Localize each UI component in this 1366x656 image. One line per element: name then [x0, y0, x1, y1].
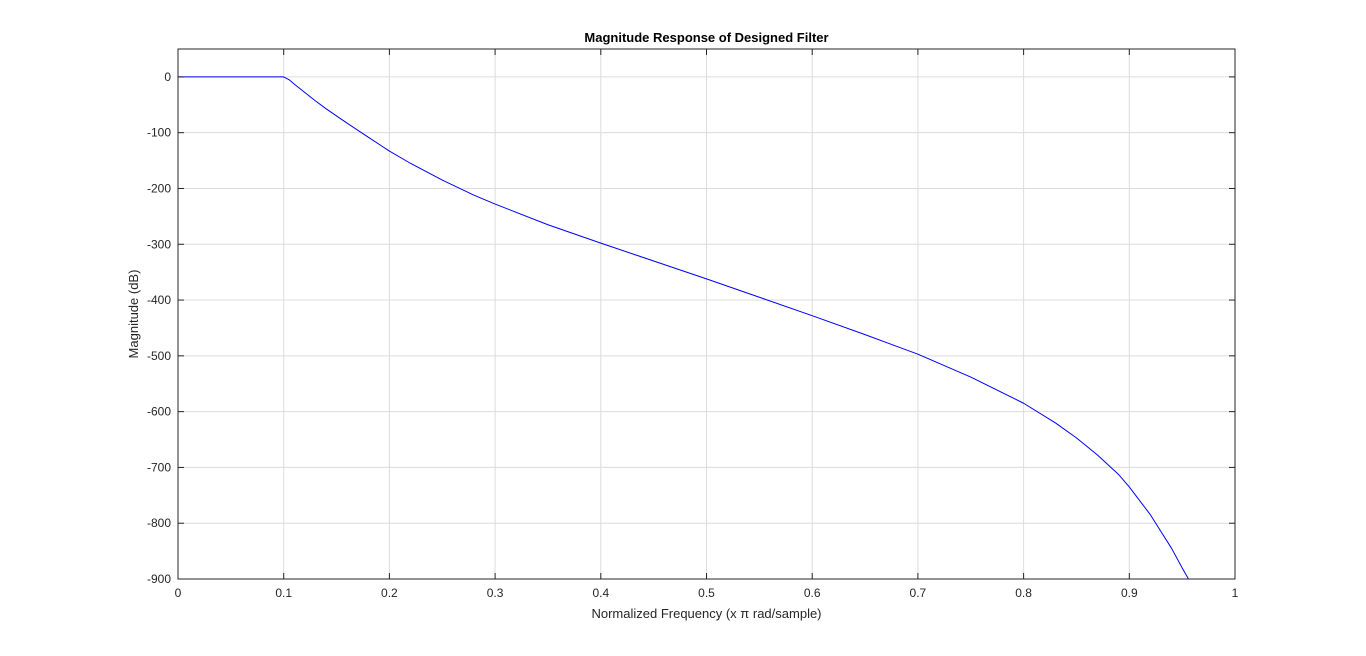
x-tick-label: 1 [1232, 586, 1239, 600]
y-tick-label: 0 [164, 70, 171, 84]
x-tick-label: 0.9 [1121, 586, 1138, 600]
y-tick-label: -500 [147, 349, 171, 363]
y-tick-label: -300 [147, 237, 171, 251]
y-tick-label: -800 [147, 516, 171, 530]
y-tick-label: -400 [147, 293, 171, 307]
x-tick-label: 0.4 [592, 586, 609, 600]
x-tick-label: 0.8 [1015, 586, 1032, 600]
tick-marks [177, 49, 1236, 580]
magnitude-response-line [178, 76, 1189, 580]
x-tick-label: 0.3 [487, 586, 504, 600]
x-tick-label: 0 [175, 586, 182, 600]
y-tick-label: -900 [147, 572, 171, 586]
x-tick-label: 0.7 [910, 586, 927, 600]
x-tick-label: 0.2 [381, 586, 398, 600]
series-layer [178, 76, 1189, 580]
y-tick-label: -700 [147, 460, 171, 474]
x-tick-label: 0.6 [804, 586, 821, 600]
y-tick-label: -100 [147, 126, 171, 140]
x-tick-label: 0.5 [698, 586, 715, 600]
y-tick-label: -200 [147, 181, 171, 195]
x-axis-label: Normalized Frequency (x π rad/sample) [591, 606, 821, 621]
y-tick-label: -600 [147, 405, 171, 419]
y-axis-label: Magnitude (dB) [126, 270, 141, 359]
chart-title: Magnitude Response of Designed Filter [584, 30, 828, 45]
tick-labels: 0 0.1 0.2 0.3 0.4 0.5 0.6 0.7 0.8 0.9 1 0 -100 -200 -3… [147, 70, 1239, 600]
x-tick-label: 0.1 [275, 586, 292, 600]
